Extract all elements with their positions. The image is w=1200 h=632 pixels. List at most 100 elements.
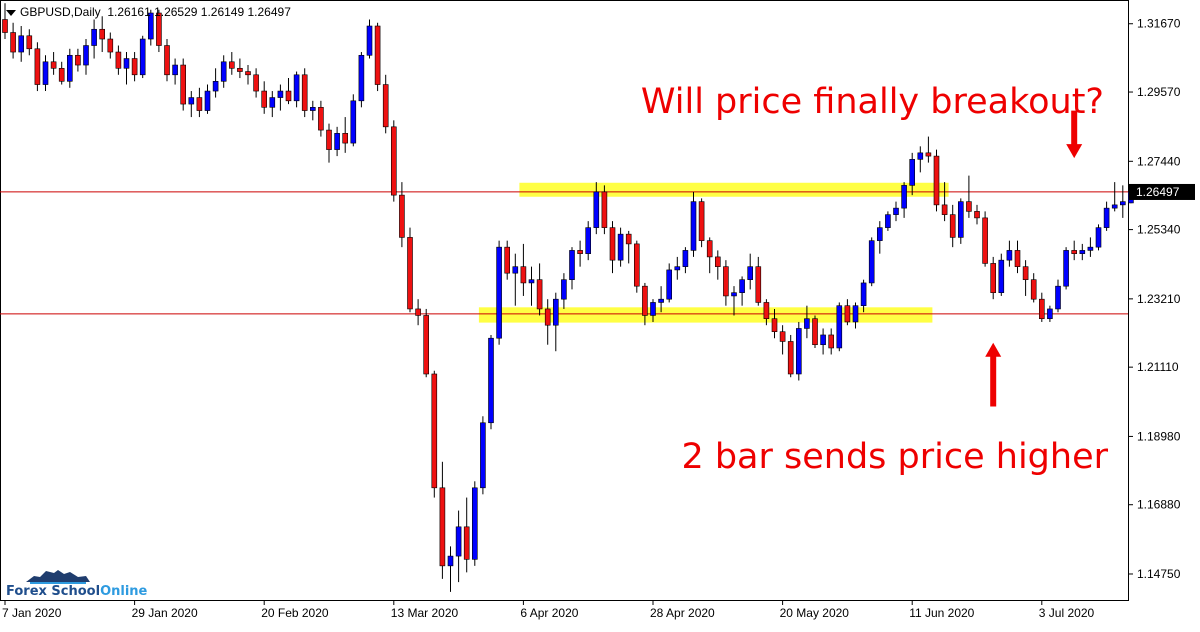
candle-body [690,201,697,251]
candle-66 [536,263,543,316]
candle-body [868,240,875,284]
candle-60 [488,334,494,430]
plot-frame [0,0,1129,601]
candle-26 [212,68,219,98]
candle-body [91,28,97,46]
candle-114 [925,136,932,163]
candle-68 [552,292,559,352]
candle-132 [1071,240,1077,261]
candle-body [156,12,162,46]
candle-4 [34,42,41,92]
x-tick-label: 20 Feb 2020 [261,606,329,620]
x-tick-label: 6 Apr 2020 [520,606,578,620]
candle-body [666,269,673,300]
candle-69 [561,273,567,309]
candle-body [609,227,616,261]
candle-124 [1006,240,1013,267]
candle-25 [204,84,211,114]
candle-91 [739,276,745,306]
candle-body [334,133,340,150]
candle-body [415,308,421,316]
candle-body [941,204,948,215]
candle-47 [382,74,389,134]
candle-82 [666,263,673,303]
y-tick-label: 1.18980 [1137,429,1181,443]
y-tick-label: 1.16880 [1137,498,1181,512]
candle-body [1063,250,1069,287]
candle-127 [1030,273,1037,303]
candle-body [269,97,276,108]
logo-text-part2: Online [100,584,148,599]
candle-57 [463,497,470,573]
candle-37 [301,68,308,118]
candle-body [58,67,65,82]
candle-body [763,302,770,319]
candle-109 [885,211,891,231]
sr-zone-1 [478,307,933,323]
candle-body [1103,207,1110,228]
candle-body [431,373,438,489]
candle-105 [852,302,859,329]
candle-body [617,233,624,261]
candle-body [625,233,632,245]
candle-body [893,207,899,215]
annotation-breakout: Will price finally breakout? [640,82,1104,122]
candle-body [512,266,519,274]
candle-76 [617,227,624,267]
dropdown-triangle-icon[interactable] [6,9,16,16]
x-tick-label: 11 Jun 2020 [909,606,974,620]
arrow-down-icon [1066,110,1083,159]
candle-78 [633,240,640,293]
candle-body [552,298,559,326]
x-tick-label: 29 Jan 2020 [132,606,198,620]
candle-body [488,337,494,424]
candle-body [164,45,170,76]
candle-body [99,28,105,40]
candle-body [795,328,802,375]
logo-text-part1: Forex School [6,584,101,599]
candle-body [309,107,316,111]
bull-bear-logo-icon [26,570,90,584]
candle-122 [990,256,997,300]
candle-87 [706,237,713,274]
candle-65 [528,266,535,306]
candle-106 [860,279,867,313]
candle-123 [998,253,1005,296]
candle-body [528,279,535,284]
candle-33 [269,91,276,118]
candle-body [836,305,843,349]
candle-body [804,318,810,329]
candle-121 [982,211,988,267]
ohlc-values: 1.26161 1.26529 1.26149 1.26497 [107,5,291,19]
y-tick-label: 1.21110 [1137,360,1179,374]
candle-12 [99,16,105,53]
candle-115 [933,149,940,212]
candle-body [569,250,575,280]
candle-61 [496,240,502,345]
candle-79 [642,282,648,326]
candle-body [350,100,357,144]
candle-body [828,334,835,349]
candle-131 [1063,247,1069,290]
candle-body [326,129,332,150]
candle-body [974,211,980,219]
candle-body [285,90,292,102]
candle-126 [1022,260,1029,296]
candle-85 [690,191,697,257]
candle-body [731,292,737,297]
arrow-up-icon [985,342,1002,407]
candle-body [1079,250,1086,254]
candle-62 [504,240,511,280]
candle-body [447,555,454,567]
candle-body [1022,266,1029,280]
candle-43 [350,94,357,147]
candle-39 [318,100,324,137]
candle-100 [812,315,818,348]
candle-6 [50,52,57,75]
candle-83 [674,256,681,280]
candle-111 [901,182,907,218]
candle-90 [731,286,737,316]
candle-body [909,159,916,186]
candle-119 [966,175,972,218]
